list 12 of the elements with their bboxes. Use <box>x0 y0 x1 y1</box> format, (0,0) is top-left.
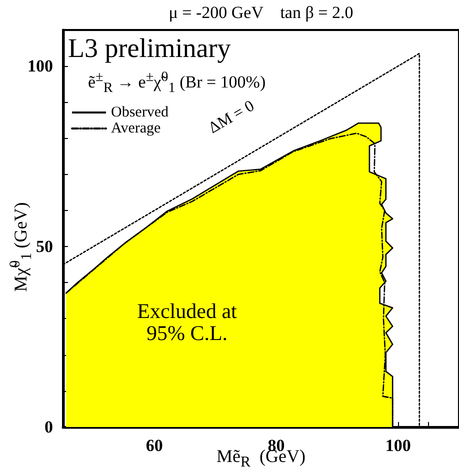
x-tick-label: 100 <box>385 436 411 455</box>
x-tick-label: 60 <box>146 436 163 455</box>
text: ẽ$^{±}$$_{R}$ → e$^{±}$χ̃$^{0}$$_{1}$ (Br = 100%) <box>88 69 266 96</box>
legend-label: Observed <box>111 104 169 120</box>
annotation: L3 preliminary <box>68 33 231 63</box>
annotation: ΔM = 0 <box>206 97 258 138</box>
annotation: Excluded at 95% C.L. <box>137 299 237 346</box>
y-tick-label: 0 <box>44 418 53 436</box>
y-tick-label: 50 <box>36 237 53 256</box>
legend-label: Average <box>111 120 162 136</box>
chart-title: μ = -200 GeV tan β = 2.0 <box>168 3 354 22</box>
y-tick-label: 100 <box>28 56 53 76</box>
